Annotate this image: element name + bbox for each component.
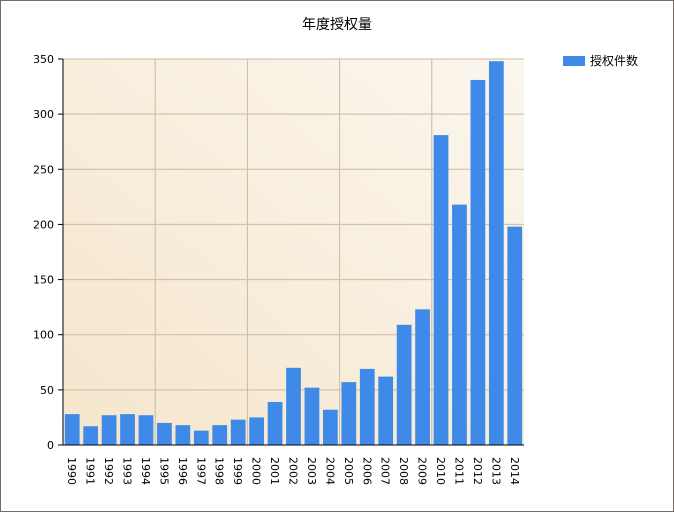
bar-2007: [378, 376, 394, 445]
bar-1998: [212, 425, 228, 445]
bar-1992: [101, 415, 117, 445]
x-tick-label: 1994: [139, 457, 152, 485]
x-tick-label: 2002: [287, 457, 300, 485]
legend-label: 授权件数: [590, 54, 639, 68]
bar-2010: [433, 135, 449, 445]
legend-swatch: [563, 55, 585, 66]
x-tick-label: 2005: [342, 457, 355, 485]
x-tick-label: 2014: [508, 457, 521, 485]
y-tick-label: 350: [33, 53, 54, 66]
y-tick-label: 250: [33, 163, 54, 176]
x-tick-label: 1996: [176, 457, 189, 485]
bar-1993: [120, 414, 135, 445]
x-tick-label: 2003: [305, 457, 318, 485]
legend: 授权件数: [563, 52, 638, 69]
x-tick-label: 2010: [434, 457, 447, 485]
x-tick-label: 2011: [452, 457, 465, 485]
bar-1994: [138, 415, 154, 445]
bar-2000: [249, 417, 264, 445]
bar-1999: [230, 419, 246, 445]
x-tick-label: 1993: [121, 457, 134, 485]
bar-2011: [452, 204, 467, 445]
x-tick-label: 1991: [84, 457, 97, 485]
bar-2008: [396, 324, 412, 445]
y-tick-label: 100: [33, 329, 54, 342]
x-tick-label: 1999: [231, 457, 244, 485]
x-tick-label: 1992: [102, 457, 115, 485]
bar-2004: [323, 409, 338, 445]
bar-1995: [157, 422, 172, 445]
y-tick-label: 0: [47, 439, 54, 452]
x-tick-label: 2008: [397, 457, 410, 485]
y-tick-label: 300: [33, 108, 54, 121]
x-tick-label: 2013: [489, 457, 502, 485]
x-tick-label: 2006: [360, 457, 373, 485]
x-tick-label: 1998: [213, 457, 226, 485]
y-axis-ticks: 0 50 100 150 200 250 300 350: [33, 53, 63, 452]
x-tick-label: 2007: [379, 457, 392, 485]
bar-2005: [341, 382, 357, 445]
axes: [58, 59, 524, 446]
x-tick-label: 2004: [323, 457, 336, 485]
bar-2001: [267, 401, 283, 445]
bar-2012: [470, 79, 486, 445]
y-tick-label: 50: [40, 384, 54, 397]
x-tick-label: 2000: [250, 457, 263, 485]
bar-2006: [359, 368, 375, 445]
y-tick-label: 200: [33, 218, 54, 231]
bar-1990: [64, 414, 80, 445]
bar-1997: [193, 430, 209, 445]
x-tick-label: 1995: [157, 457, 170, 485]
x-tick-label: 1990: [65, 457, 78, 485]
x-tick-label: 2001: [268, 457, 281, 485]
bar-2009: [415, 309, 430, 445]
x-tick-label: 2012: [471, 457, 484, 485]
x-tick-label: 1997: [194, 457, 207, 485]
x-tick-label: 2009: [416, 457, 429, 485]
bar-1996: [175, 425, 191, 445]
chart-title: 年度授权量: [302, 17, 372, 33]
bar-1991: [83, 426, 99, 445]
bar-2013: [488, 61, 504, 445]
bar-2014: [507, 226, 523, 445]
bars: [64, 61, 523, 445]
bar-2002: [286, 367, 301, 445]
x-axis-ticks: 1990 1991 1992 1993 1994 1995 1996 1997 1998 1999…: [65, 457, 521, 485]
bar-2003: [304, 387, 320, 445]
y-tick-label: 150: [33, 274, 54, 287]
